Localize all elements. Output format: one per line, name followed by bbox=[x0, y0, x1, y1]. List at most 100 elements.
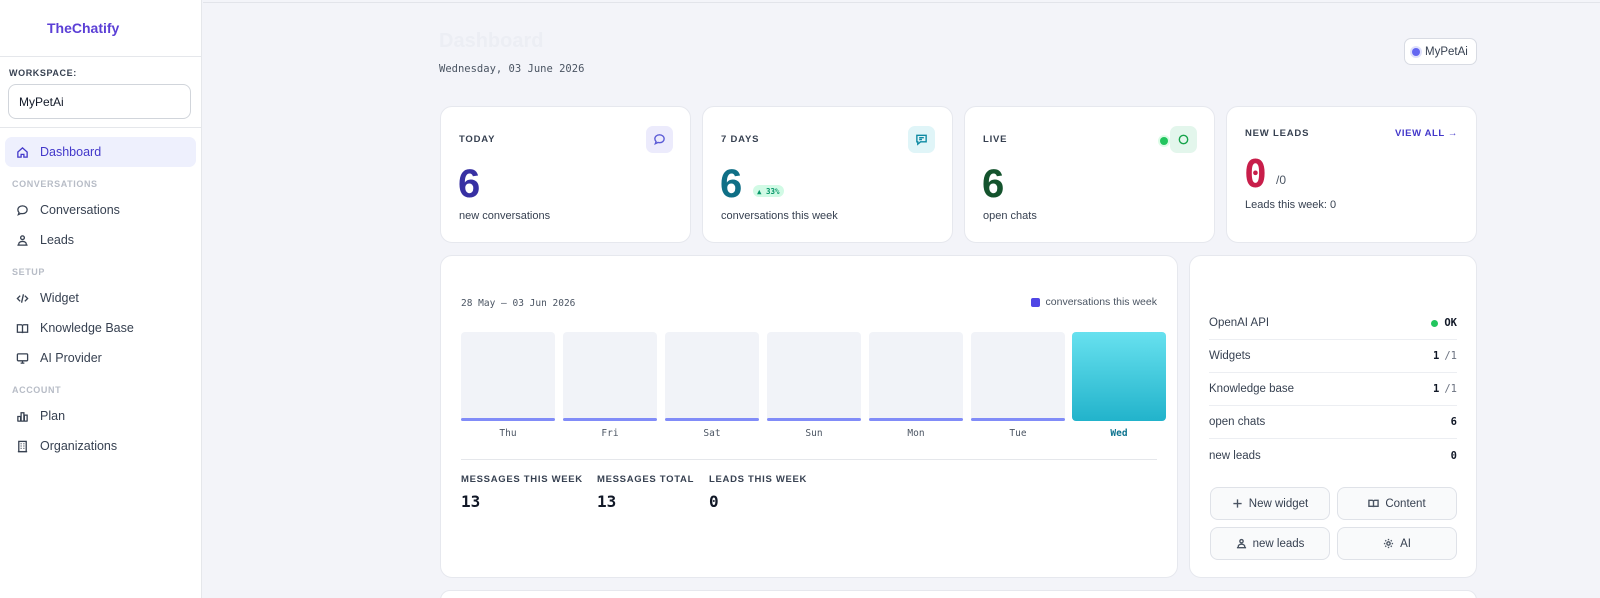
status-label: Widgets bbox=[1209, 350, 1251, 362]
home-icon bbox=[15, 145, 29, 159]
workspace-select[interactable]: MyPetAi bbox=[8, 84, 191, 119]
book-icon bbox=[15, 321, 29, 335]
divider bbox=[461, 459, 1157, 460]
bar-thu[interactable] bbox=[461, 332, 555, 421]
status-label: Knowledge base bbox=[1209, 383, 1295, 395]
bar-label-fri: Fri bbox=[601, 428, 619, 439]
sidebar-item-label: Plan bbox=[40, 409, 66, 423]
bar-sat[interactable] bbox=[665, 332, 759, 421]
sidebar-item-widget[interactable]: Widget bbox=[5, 283, 196, 313]
stat-subtitle: conversations this week bbox=[721, 210, 838, 222]
sidebar-item-dashboard[interactable]: Dashboard bbox=[5, 137, 196, 167]
workspace-label: WORKSPACE: bbox=[9, 68, 77, 78]
bar-label-mon: Mon bbox=[907, 428, 925, 439]
new-leads-button[interactable]: new leads bbox=[1210, 527, 1330, 560]
status-label: OpenAI API bbox=[1209, 317, 1270, 329]
status-value-text: 1 bbox=[1433, 350, 1440, 362]
sidebar-item-label: Widget bbox=[40, 291, 79, 305]
stat-label: 7 DAYS bbox=[721, 134, 760, 145]
gear-icon bbox=[1383, 538, 1394, 549]
status-value: 1/1 bbox=[1433, 350, 1457, 362]
content-button[interactable]: Content bbox=[1337, 487, 1457, 520]
chat-bubble-icon bbox=[15, 203, 29, 217]
workspace-chip[interactable]: MyPetAi bbox=[1404, 38, 1477, 65]
sidebar-item-leads[interactable]: Leads bbox=[5, 225, 196, 255]
sidebar-item-label: Conversations bbox=[40, 203, 120, 217]
status-value: 6 bbox=[1451, 416, 1457, 428]
ai-button[interactable]: AI bbox=[1337, 527, 1457, 560]
metric-value: 13 bbox=[597, 492, 617, 511]
stat-value: 0 bbox=[1244, 152, 1267, 196]
button-label: AI bbox=[1400, 537, 1411, 550]
sidebar-item-organizations[interactable]: Organizations bbox=[5, 431, 196, 461]
bar-sun[interactable] bbox=[767, 332, 861, 421]
button-label: New widget bbox=[1248, 497, 1309, 510]
sidebar-item-conversations[interactable]: Conversations bbox=[5, 195, 196, 225]
stat-value: 6 bbox=[982, 162, 1005, 206]
sidebar-nav: Dashboard CONVERSATIONS Conversations Le… bbox=[0, 128, 201, 461]
bar-label-thu: Thu bbox=[499, 428, 517, 439]
chart-legend: conversations this week bbox=[1030, 296, 1157, 308]
bar-fill bbox=[1072, 332, 1166, 421]
sidebar-item-plan[interactable]: Plan bbox=[5, 401, 196, 431]
bar-label-wed: Wed bbox=[1110, 428, 1128, 439]
bar-fri[interactable] bbox=[563, 332, 657, 421]
stat-card-live: LIVE 6 open chats bbox=[964, 106, 1215, 243]
message-square-icon bbox=[908, 126, 935, 153]
stat-label: TODAY bbox=[459, 134, 496, 145]
bar-mon[interactable] bbox=[869, 332, 963, 421]
metric-value: 0 bbox=[709, 492, 719, 511]
stat-card-new-leads: NEW LEADS VIEW ALL → 0 /0 Leads this wee… bbox=[1226, 106, 1477, 243]
chat-bubble-icon bbox=[646, 126, 673, 153]
stat-label: LIVE bbox=[983, 134, 1008, 145]
bar-label-sat: Sat bbox=[703, 428, 721, 439]
stat-label: NEW LEADS bbox=[1245, 128, 1310, 139]
nav-group-setup: SETUP bbox=[12, 267, 46, 277]
bar-chart-icon bbox=[15, 409, 29, 423]
stat-subtitle: open chats bbox=[983, 210, 1037, 222]
nav-group-conversations: CONVERSATIONS bbox=[12, 179, 98, 189]
weekly-chart-card: 28 May — 03 Jun 2026 conversations this … bbox=[440, 255, 1178, 578]
status-row-openai-api: OpenAI API OK bbox=[1209, 307, 1457, 340]
bar-label-tue: Tue bbox=[1009, 428, 1027, 439]
legend-label: conversations this week bbox=[1045, 296, 1157, 308]
bar-tue[interactable] bbox=[971, 332, 1065, 421]
bar-fill bbox=[665, 418, 759, 421]
sidebar-item-label: AI Provider bbox=[40, 351, 102, 365]
status-value: 0 bbox=[1451, 450, 1457, 462]
metric-label: MESSAGES TOTAL bbox=[597, 474, 695, 485]
metric-label: LEADS THIS WEEK bbox=[709, 474, 808, 485]
button-label: Content bbox=[1385, 497, 1426, 510]
sidebar-item-label: Leads bbox=[40, 233, 75, 247]
view-all-link[interactable]: VIEW ALL → bbox=[1395, 128, 1458, 139]
book-icon bbox=[1368, 499, 1380, 508]
code-icon bbox=[15, 291, 29, 305]
bar-fill bbox=[563, 418, 657, 421]
sidebar-item-ai-provider[interactable]: AI Provider bbox=[5, 343, 196, 373]
page-date: Wednesday, 03 June 2026 bbox=[439, 63, 585, 75]
building-icon bbox=[15, 439, 29, 453]
sidebar-item-knowledge-base[interactable]: Knowledge Base bbox=[5, 313, 196, 343]
brand-logo[interactable]: TheChatify bbox=[0, 0, 201, 57]
divider bbox=[0, 127, 201, 128]
status-label: new leads bbox=[1209, 449, 1261, 462]
status-row-new-leads: new leads 0 bbox=[1209, 439, 1457, 472]
trend-badge: ▲ 33% bbox=[753, 185, 784, 197]
status-value-text: 6 bbox=[1450, 416, 1457, 428]
divider bbox=[203, 2, 1600, 3]
status-label: open chats bbox=[1209, 416, 1266, 428]
stat-value: 6 bbox=[458, 162, 481, 206]
bar-fill bbox=[767, 418, 861, 421]
new-widget-button[interactable]: New widget bbox=[1210, 487, 1330, 520]
sidebar-item-label: Knowledge Base bbox=[40, 321, 134, 335]
monitor-icon bbox=[15, 351, 29, 365]
status-row-widgets: Widgets 1/1 bbox=[1209, 340, 1457, 373]
chart-date-range: 28 May — 03 Jun 2026 bbox=[461, 298, 576, 309]
status-ok-dot bbox=[1431, 319, 1439, 327]
sidebar-item-label: Dashboard bbox=[40, 145, 102, 159]
leads-icon bbox=[15, 233, 29, 247]
stat-card-7-days: 7 DAYS 6 ▲ 33% conversations this week bbox=[702, 106, 953, 243]
live-indicator-dot bbox=[1160, 137, 1168, 145]
leads-icon bbox=[1236, 538, 1246, 549]
bar-wed[interactable] bbox=[1072, 332, 1166, 421]
